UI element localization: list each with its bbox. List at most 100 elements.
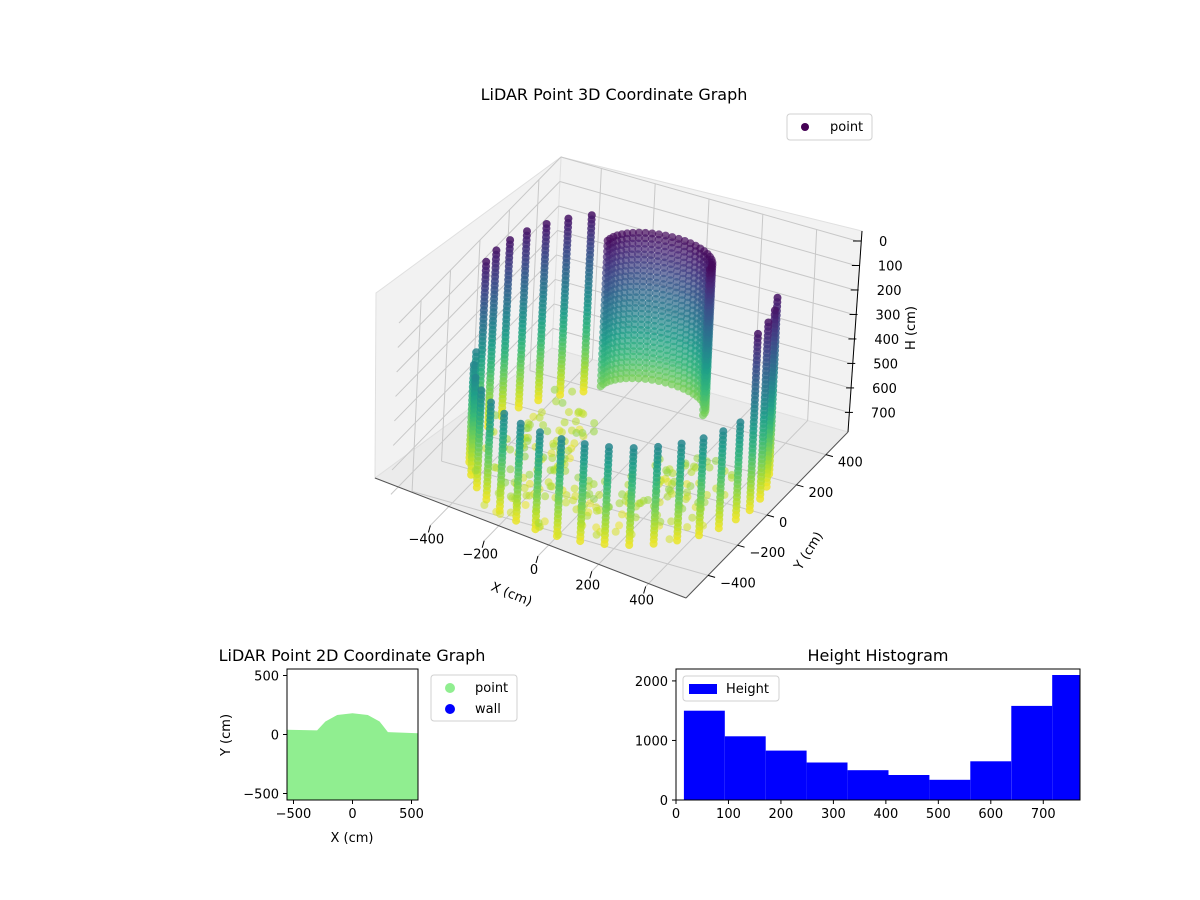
x-tick-label: −400 [409,532,445,547]
point-marker [666,535,674,543]
x-tick-label: 200 [769,807,794,822]
y-tick-mark [826,455,833,457]
y-tick-label: 0 [271,729,279,744]
x-tick-label: 300 [821,807,846,822]
chart-3d-legend: point [787,114,872,140]
x-tick-label: 100 [716,807,741,822]
point-marker [572,429,580,437]
point-marker [706,464,714,472]
point-marker [565,408,573,416]
y-tick-label: −400 [720,576,756,591]
z-tick-label: 300 [876,308,901,323]
point-marker [571,485,579,493]
point-marker [715,524,723,532]
point-marker [665,485,673,493]
point-marker [521,484,529,492]
x-tick-label: 0 [530,563,538,578]
legend-wall-label: wall [475,702,501,717]
point-marker [655,377,663,385]
x-tick-label: 500 [926,807,951,822]
point-marker [664,493,672,501]
x-tick-mark [428,525,430,532]
point-marker [590,495,598,503]
point-marker [699,411,707,419]
y-tick-mark [708,575,715,577]
histogram-bar [807,763,848,801]
point-marker [683,523,691,531]
x-tick-label: −500 [276,807,312,822]
point-marker [506,465,514,473]
point-marker [569,496,577,504]
point-marker [564,447,572,455]
point-marker [580,388,588,396]
y-tick-label: 0 [660,794,668,809]
point-marker [667,517,675,525]
x-tick-label: −200 [462,548,498,563]
point-marker [756,495,764,503]
point-marker [496,510,504,518]
x-axis-label: X (cm) [489,580,534,610]
point-marker [650,540,658,548]
point-marker [590,419,598,427]
point-marker [541,492,549,500]
legend-height-label: Height [726,682,769,697]
point-marker [507,509,515,517]
point-marker [547,466,555,474]
legend-point-marker [445,683,455,693]
point-marker [495,489,503,497]
point-marker [625,541,633,549]
point-marker [575,408,583,416]
point-marker [563,491,571,499]
point-marker [644,496,652,504]
point-marker [746,506,754,514]
point-marker [522,501,530,509]
point-marker [472,466,480,474]
point-marker [673,537,681,545]
point-marker [612,528,620,536]
point-marker [506,446,514,454]
x-tick-label: 200 [575,578,600,593]
chart-2d: LiDAR Point 2D Coordinate Graph −500 0 500… [219,646,517,846]
point-marker [568,388,576,396]
histogram-bar [929,780,970,800]
y-tick-mark [738,545,745,547]
histogram-bar [1052,675,1080,800]
z-tick-label: 100 [878,259,903,274]
point-marker [558,428,566,436]
chart-2d-title: LiDAR Point 2D Coordinate Graph [219,646,486,665]
point-marker [695,531,703,539]
z-tick-label: 0 [879,235,887,250]
legend-point-marker [801,123,809,131]
point-marker [687,468,695,476]
histogram-bar [970,761,1011,800]
point-marker [522,492,530,500]
point-marker [548,454,556,462]
point-marker [616,499,624,507]
point-marker [512,517,520,525]
z-tick-label: 200 [877,284,902,299]
point-marker [683,488,691,496]
y-tick-mark [796,485,803,487]
x-tick-label: 0 [348,807,356,822]
point-marker [536,414,544,422]
chart-2d-x-label: X (cm) [331,831,374,846]
point-marker [597,382,605,390]
y-tick-mark [767,515,774,517]
point-marker [535,519,543,527]
legend-point-label: point [475,681,508,696]
point-marker [562,499,570,507]
legend-point-label: point [830,120,863,135]
histogram-bar [766,751,807,800]
point-marker [561,418,569,426]
x-tick-mark [644,587,646,594]
y-tick-label: 2000 [635,675,668,690]
point-marker [618,510,626,518]
y-axis-label: Y (cm) [791,529,827,573]
point-marker [515,404,523,412]
histogram-title: Height Histogram [808,646,949,665]
histogram-bar [848,770,889,800]
histogram-bar [684,711,725,800]
point-marker [547,482,555,490]
x-tick-label: 400 [629,594,654,609]
